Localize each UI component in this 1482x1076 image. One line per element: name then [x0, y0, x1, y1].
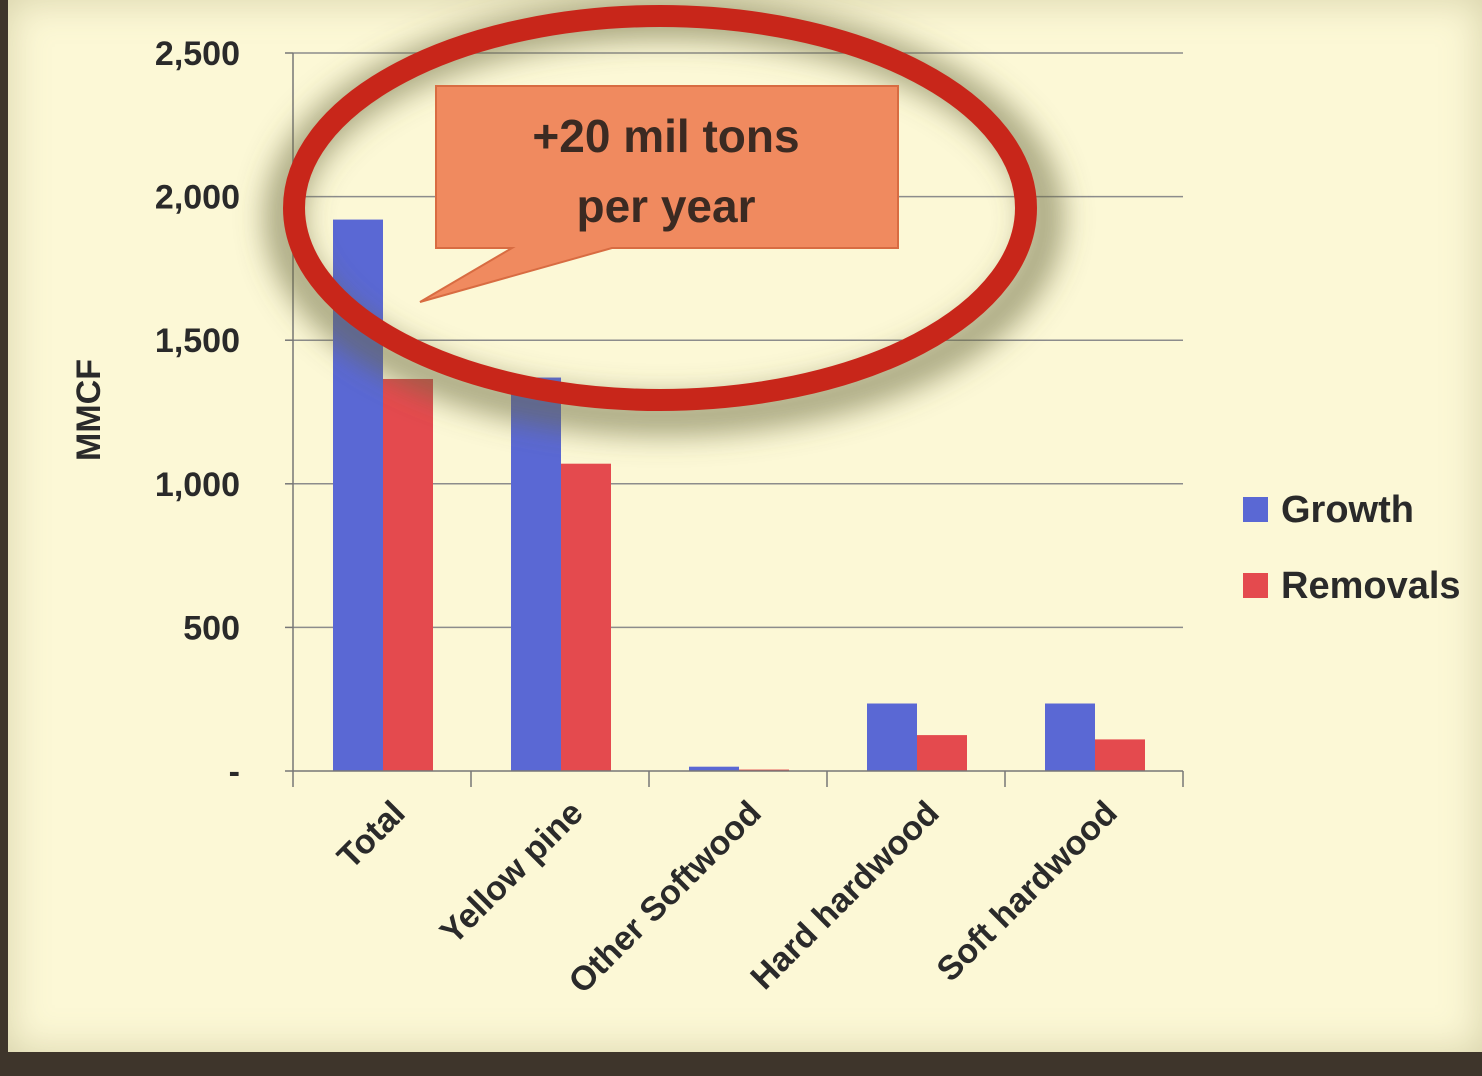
bar-removals-3: [917, 735, 967, 771]
x-category-label: Yellow pine: [433, 794, 591, 952]
y-tick-label: 2,500: [155, 35, 240, 73]
y-tick-label: 1,500: [155, 322, 240, 360]
callout-text-line2: per year: [576, 180, 755, 232]
y-tick-label: 500: [183, 609, 240, 647]
bar-removals-4: [1095, 739, 1145, 771]
legend-label-growth: Growth: [1281, 489, 1414, 531]
bar-growth-1: [511, 377, 561, 771]
legend: Growth Removals: [1243, 489, 1461, 607]
y-tick-labels: - 500 1,000 1,500 2,000 2,500: [155, 35, 240, 791]
x-category-label: Other Softwood: [561, 794, 768, 1001]
x-category-label: Soft hardwood: [930, 794, 1125, 989]
bar-removals-1: [561, 463, 611, 771]
y-tick-label: 2,000: [155, 179, 240, 217]
bar-removals-0: [383, 378, 433, 771]
legend-swatch-removals: [1243, 573, 1268, 598]
callout-text-line1: +20 mil tons: [532, 110, 799, 162]
highlight-ellipse: [283, 5, 1037, 411]
callout-bubble: [419, 85, 899, 303]
bar-growth-4: [1045, 703, 1095, 771]
x-category-label: Total: [330, 794, 413, 877]
y-axis-title: MMCF: [70, 359, 108, 461]
y-tick-label: -: [229, 753, 240, 791]
annotation-callout: +20 mil tons per year: [264, 0, 1064, 436]
bars: [333, 219, 1145, 772]
y-tick-label: 1,000: [155, 466, 240, 504]
bar-growth-3: [867, 703, 917, 771]
bar-growth-2: [689, 766, 739, 771]
x-category-label: Hard hardwood: [743, 794, 946, 997]
legend-label-removals: Removals: [1281, 565, 1461, 607]
legend-swatch-growth: [1243, 497, 1268, 522]
